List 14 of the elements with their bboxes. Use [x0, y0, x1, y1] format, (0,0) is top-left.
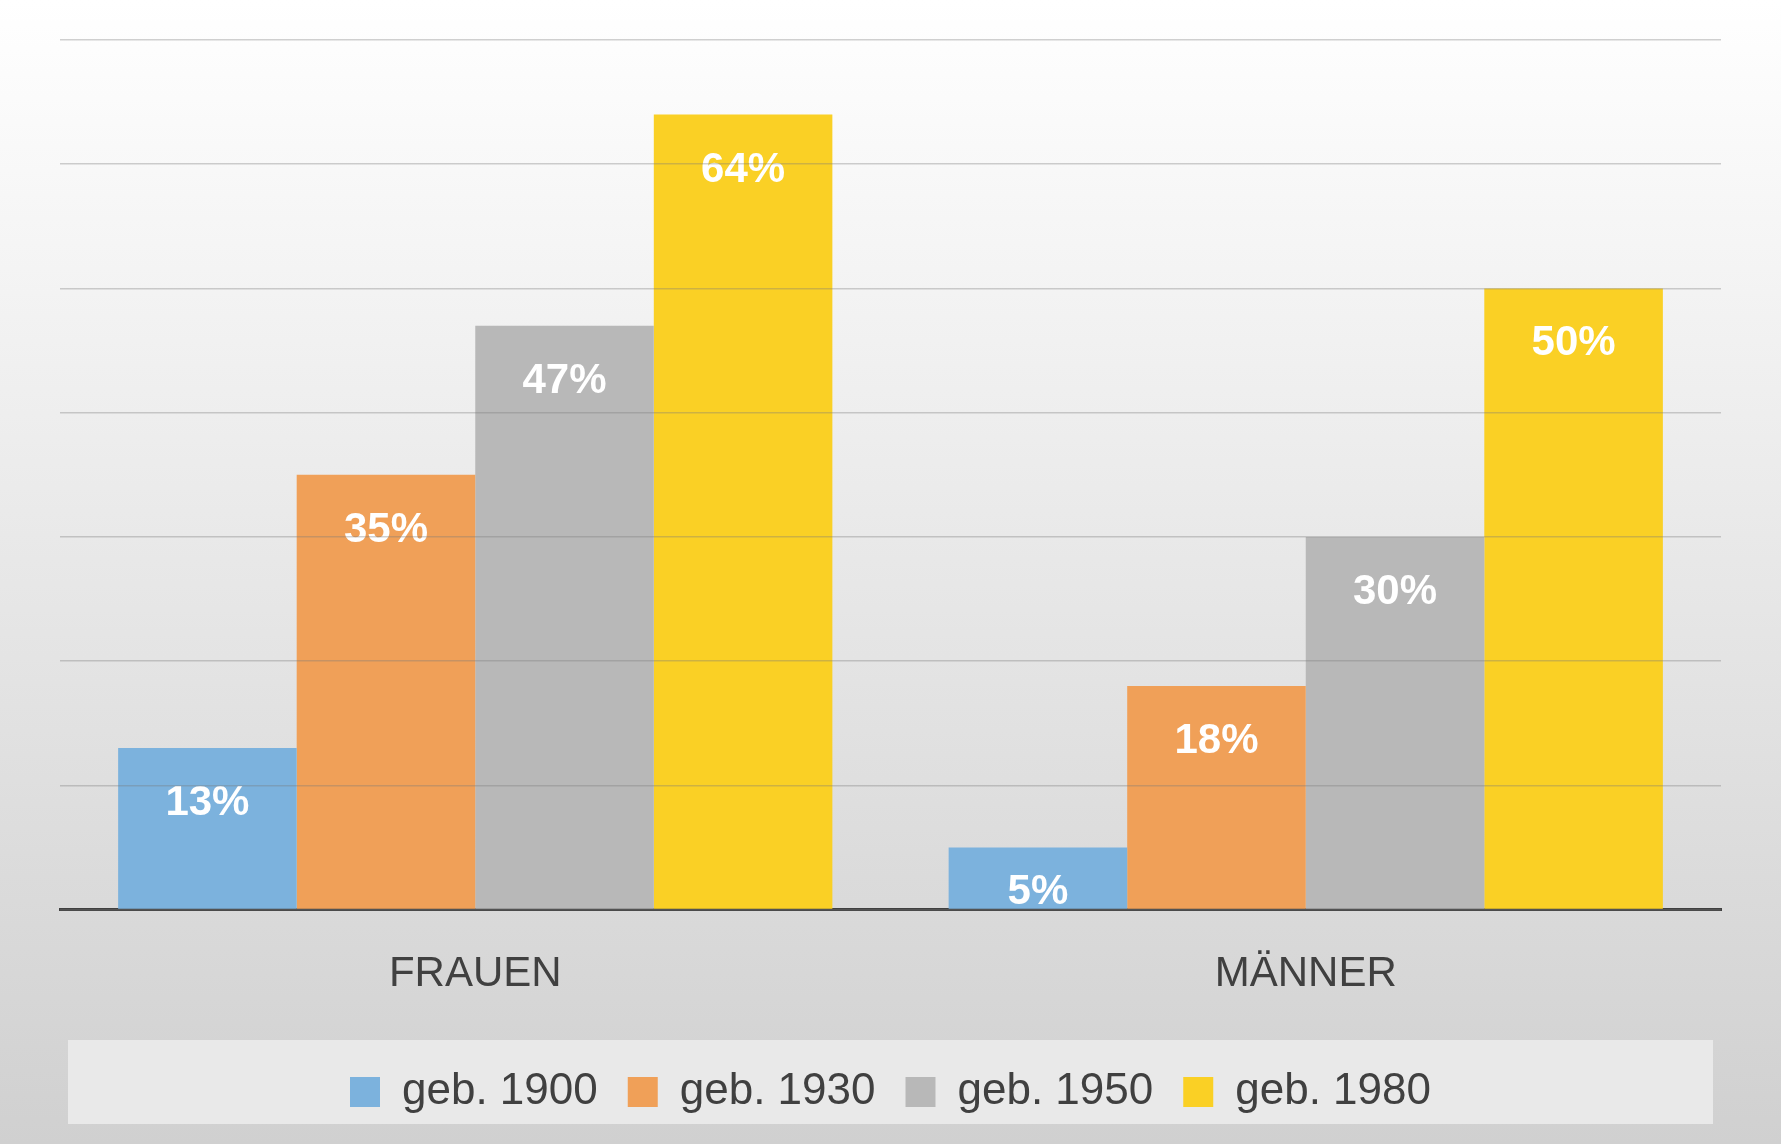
data-label: 64%	[701, 143, 786, 191]
data-label: 18%	[1174, 714, 1259, 762]
data-label: 50%	[1531, 317, 1616, 365]
legend-label: geb. 1930	[679, 1064, 876, 1114]
legend-label: geb. 1950	[957, 1064, 1154, 1114]
x-tick-label: MÄNNER	[1214, 948, 1397, 996]
data-label: 5%	[1007, 865, 1069, 913]
data-label: 35%	[343, 503, 428, 551]
legend-label: geb. 1900	[402, 1064, 598, 1114]
legend-label: geb. 1980	[1235, 1064, 1431, 1114]
data-label: 13%	[165, 777, 250, 825]
x-tick-label: FRAUEN	[388, 948, 562, 996]
data-label: 47%	[522, 354, 607, 402]
data-label: 30%	[1353, 565, 1438, 613]
